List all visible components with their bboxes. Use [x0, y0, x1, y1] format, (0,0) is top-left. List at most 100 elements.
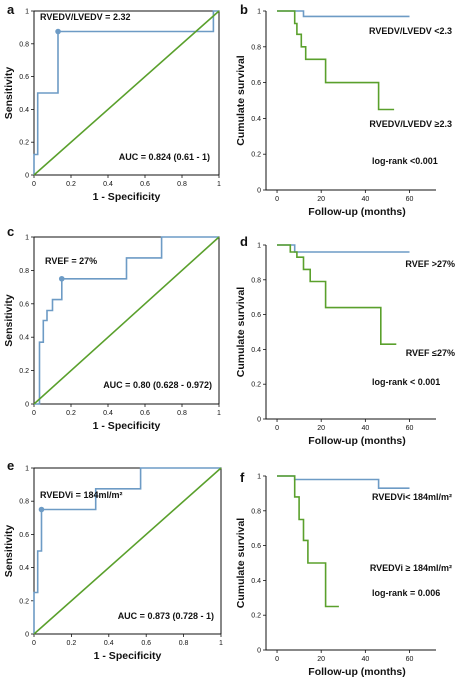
- x-tick-label: 40: [361, 196, 369, 203]
- y-axis-title: Sensitivity: [3, 67, 15, 120]
- x-tick-label: 0: [275, 425, 279, 432]
- series-label: RVEDVi ≥ 184ml/m²: [370, 563, 452, 573]
- panel-c: c 0 0.2 0.4 0.6 0.8 1 0 0.2 0.4 0.6 0.8 1 1 - Specifi…: [3, 224, 221, 432]
- auc-annotation: AUC = 0.873 (0.728 - 1): [118, 611, 214, 621]
- panel-e: e 0 0.2 0.4 0.6 0.8 1 0 0.2 0.4 0.6 0.8 1 1 - Specifi…: [3, 458, 223, 662]
- x-tick-label: 0.8: [179, 640, 189, 647]
- x-tick-label: 1: [217, 181, 221, 188]
- y-tick-label: 1: [25, 235, 29, 242]
- panel-letter-d: d: [240, 234, 248, 249]
- panel-letter-f: f: [240, 470, 245, 485]
- x-axis-title: Follow-up (months): [308, 666, 405, 678]
- x-tick-label: 0: [275, 196, 279, 203]
- x-tick-label: 60: [406, 425, 414, 432]
- y-tick-label: 0.2: [19, 368, 29, 375]
- x-tick-label: 0.6: [141, 640, 151, 647]
- panel-letter-a: a: [7, 2, 15, 17]
- series-label: RVEF >27%: [405, 259, 455, 269]
- survival-curve-high: [277, 244, 410, 253]
- survival-curve-low: [277, 244, 397, 346]
- series-label: RVEDV/LVEDV <2.3: [369, 26, 452, 36]
- y-tick-label: 0: [25, 632, 29, 639]
- y-axis-title: Cumulate survival: [235, 55, 247, 146]
- x-tick-label: 20: [317, 425, 325, 432]
- y-tick-label: 0.4: [251, 578, 261, 585]
- x-tick-label: 0.2: [67, 640, 77, 647]
- cutoff-label: RVEDV/LVEDV = 2.32: [40, 12, 130, 22]
- panel-letter-c: c: [7, 224, 14, 239]
- y-tick-label: 0.8: [19, 268, 29, 275]
- series-label: RVEF ≤27%: [406, 348, 455, 358]
- y-axis-title: Cumulate survival: [235, 287, 247, 378]
- x-axis-title: Follow-up (months): [308, 206, 405, 218]
- reference-diagonal-line: [33, 236, 220, 405]
- x-tick-label: 60: [406, 196, 414, 203]
- panel-letter-b: b: [240, 2, 248, 17]
- x-tick-label: 40: [361, 425, 369, 432]
- x-axis-title: 1 - Specificity: [94, 650, 162, 662]
- y-tick-label: 0: [25, 402, 29, 409]
- cutoff-point-marker: [55, 28, 61, 35]
- y-tick-label: 0.2: [251, 613, 261, 620]
- log-rank-annotation: log-rank < 0.001: [372, 377, 440, 387]
- cutoff-label: RVEF = 27%: [45, 256, 97, 266]
- series-label: RVEDV/LVEDV ≥2.3: [369, 119, 452, 129]
- x-axis-title: Follow-up (months): [308, 435, 405, 447]
- y-tick-label: 0.2: [251, 152, 261, 159]
- y-tick-label: 1: [257, 474, 261, 481]
- cutoff-label: RVEDVi = 184ml/m²: [40, 490, 122, 500]
- y-tick-label: 1: [25, 466, 29, 473]
- x-tick-label: 0: [32, 410, 36, 417]
- y-tick-label: 1: [257, 243, 261, 250]
- x-tick-label: 20: [317, 196, 325, 203]
- y-tick-label: 1: [257, 9, 261, 16]
- y-tick-label: 0.8: [251, 277, 261, 284]
- reference-diagonal-line: [33, 10, 220, 176]
- auc-annotation: AUC = 0.80 (0.628 - 0.972): [103, 380, 212, 390]
- y-tick-label: 0.8: [251, 508, 261, 515]
- x-tick-label: 0.4: [103, 181, 113, 188]
- x-tick-label: 1: [219, 640, 223, 647]
- y-tick-label: 0.6: [251, 543, 261, 550]
- x-tick-label: 0.8: [177, 181, 187, 188]
- y-tick-label: 0.8: [251, 44, 261, 51]
- x-tick-label: 0.2: [66, 410, 76, 417]
- y-tick-label: 0: [25, 173, 29, 180]
- x-tick-label: 0.6: [140, 410, 150, 417]
- auc-annotation: AUC = 0.824 (0.61 - 1): [119, 152, 210, 162]
- y-tick-label: 0: [257, 188, 261, 195]
- y-tick-label: 0.8: [19, 41, 29, 48]
- y-tick-label: 0.6: [251, 312, 261, 319]
- y-axis-title: Cumulate survival: [235, 518, 247, 609]
- x-tick-label: 1: [217, 410, 221, 417]
- survival-curve-high: [277, 10, 410, 18]
- roc-curve-line: [33, 10, 219, 175]
- y-tick-label: 0.2: [19, 140, 29, 147]
- x-tick-label: 0.8: [177, 410, 187, 417]
- x-tick-label: 0.2: [66, 181, 76, 188]
- y-axis-title: Sensitivity: [3, 525, 15, 578]
- y-tick-label: 0: [257, 417, 261, 424]
- log-rank-annotation: log-rank <0.001: [372, 156, 438, 166]
- x-axis-title: 1 - Specificity: [93, 191, 161, 203]
- y-tick-label: 0.4: [251, 116, 261, 123]
- y-tick-label: 0: [257, 648, 261, 655]
- y-tick-label: 0.2: [19, 598, 29, 605]
- x-tick-label: 0.4: [103, 410, 113, 417]
- roc-curve-line: [34, 236, 219, 405]
- y-tick-label: 0.4: [19, 565, 29, 572]
- cutoff-point-marker: [38, 506, 45, 513]
- x-tick-label: 0: [32, 181, 36, 188]
- x-tick-label: 20: [317, 656, 325, 663]
- panel-a: a 0 0.2 0.4 0.6 0.8 1 0 0.2 0.4 0.6 0.8 1 1 - Specifi…: [3, 2, 221, 203]
- survival-curve-low: [277, 10, 395, 111]
- y-tick-label: 1: [25, 9, 29, 16]
- y-axis-title: Sensitivity: [3, 294, 15, 347]
- x-tick-label: 0.4: [104, 640, 114, 647]
- y-tick-label: 0.4: [251, 347, 261, 354]
- y-tick-label: 0.6: [19, 301, 29, 308]
